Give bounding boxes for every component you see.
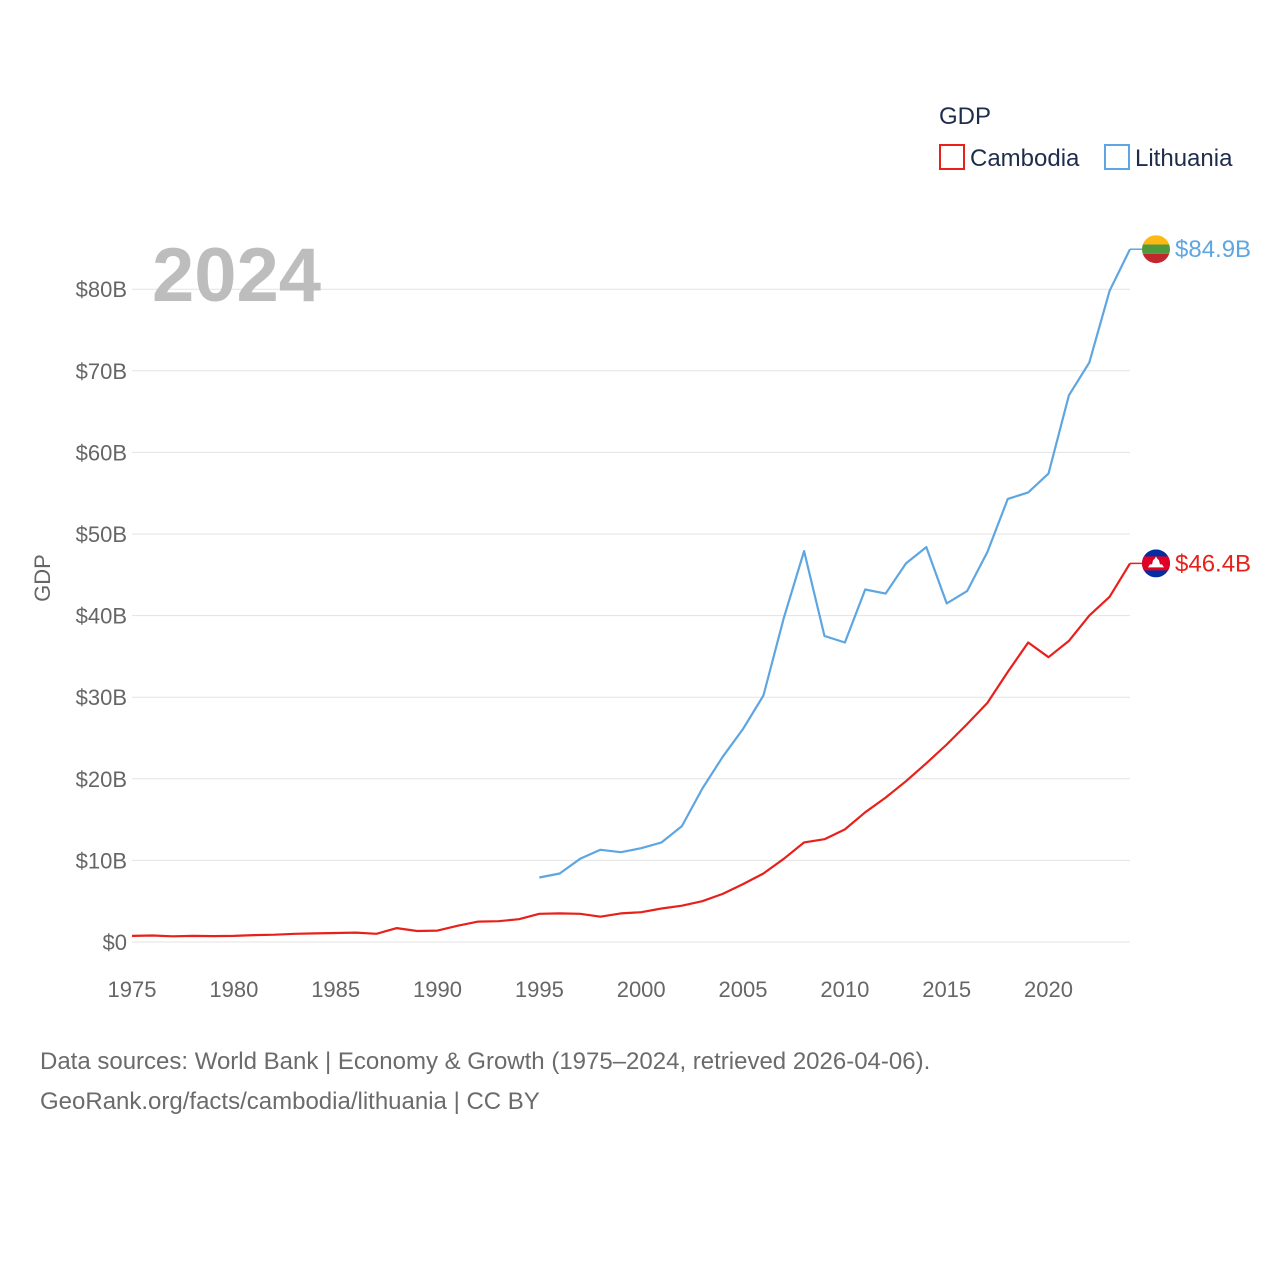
legend: GDP Cambodia Lithuania [939, 103, 1233, 172]
x-tick-label: 2015 [922, 977, 971, 1002]
x-tick-label: 1985 [311, 977, 360, 1002]
data-source-footer: Data sources: World Bank | Economy & Gro… [40, 1042, 930, 1122]
y-tick-label: $60B [76, 440, 127, 465]
series-lines [131, 248, 1131, 938]
legend-item-cambodia[interactable]: Cambodia [939, 144, 1080, 172]
legend-swatch-lithuania [1104, 144, 1130, 170]
legend-item-lithuania[interactable]: Lithuania [1104, 144, 1233, 172]
source-link[interactable]: GeoRank.org/facts/cambodia/lithuania | C… [40, 1088, 540, 1115]
y-tick-label: $30B [76, 685, 127, 710]
x-tick-label: 2005 [719, 977, 768, 1002]
source-line: Data sources: World Bank | Economy & Gro… [40, 1048, 931, 1075]
x-tick-label: 2000 [617, 977, 666, 1002]
x-tick-label: 1980 [209, 977, 258, 1002]
end-value-label-lithuania: $84.9B [1175, 236, 1251, 263]
y-axis-ticks: $0 $10B $20B $30B $40B $50B $60B $70B $80B [76, 277, 127, 955]
year-watermark: 2024 [152, 233, 321, 318]
x-tick-label: 1995 [515, 977, 564, 1002]
y-tick-label: $50B [76, 522, 127, 547]
y-axis-label: GDP [30, 554, 55, 602]
gridlines [132, 288, 1130, 943]
legend-title: GDP [939, 103, 991, 130]
legend-swatch-cambodia [939, 144, 965, 170]
end-value-label-cambodia: $46.4B [1175, 550, 1251, 577]
x-tick-label: 1975 [108, 977, 157, 1002]
y-tick-label: $10B [76, 848, 127, 873]
x-tick-label: 2010 [820, 977, 869, 1002]
legend-label-lithuania: Lithuania [1135, 145, 1233, 172]
y-tick-label: $70B [76, 359, 127, 384]
series-end-labels: $46.4B $84.9B [1130, 236, 1251, 577]
cambodia-flag-icon [1142, 549, 1170, 578]
x-tick-label: 2020 [1024, 977, 1073, 1002]
series-line-lithuania [539, 248, 1131, 879]
gdp-line-chart: $0$10B$20B$30B$40B$50B$60B$70B$80B 1975 1… [30, 103, 1251, 1002]
y-tick-label: $40B [76, 604, 127, 629]
x-tick-label: 1990 [413, 977, 462, 1002]
series-line-cambodia [131, 562, 1131, 938]
legend-label-cambodia: Cambodia [970, 145, 1080, 172]
y-tick-label: $0 [103, 930, 127, 955]
x-axis-ticks: 1975 1980 1985 1990 1995 2000 2005 2010 2015 2020 [108, 977, 1073, 1002]
y-tick-label: $80B [76, 277, 127, 302]
y-tick-label: $20B [76, 767, 127, 792]
lithuania-flag-icon [1142, 235, 1170, 264]
